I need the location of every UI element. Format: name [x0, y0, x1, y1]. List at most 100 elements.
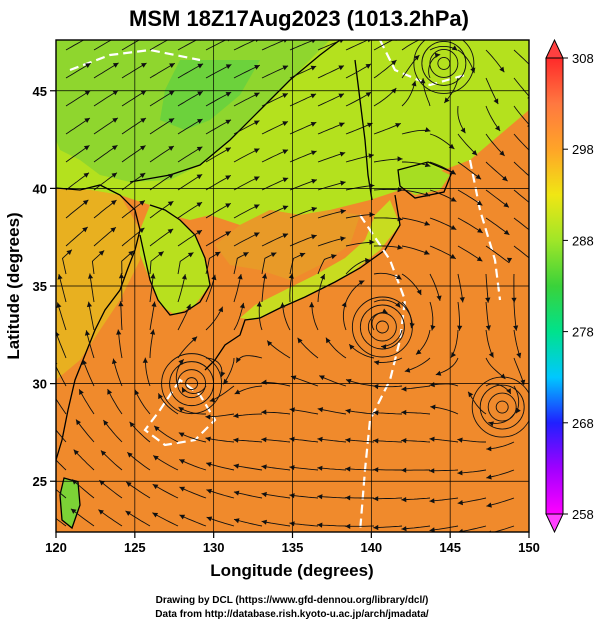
streamline-arrowhead — [471, 150, 478, 156]
streamline — [121, 40, 140, 51]
streamline-arrowhead — [320, 274, 325, 280]
streamline-arrowhead — [225, 92, 232, 97]
streamline-arrowhead — [282, 233, 289, 239]
x-tick-label: 145 — [439, 540, 461, 555]
streamline-arrowhead — [125, 510, 132, 516]
streamline-arrowhead — [317, 494, 323, 500]
streamline-arrowhead — [206, 462, 212, 467]
x-tick-label: 150 — [518, 540, 540, 555]
streamline-arrowhead — [83, 145, 90, 151]
streamline — [513, 189, 529, 203]
streamline-arrowhead — [112, 117, 118, 123]
streamline-arrowhead — [151, 301, 157, 307]
streamline-arrowhead — [82, 227, 88, 233]
streamline-arrowhead — [233, 490, 240, 496]
vortex-ring — [413, 40, 475, 94]
japan-coastline — [204, 194, 401, 371]
streamline-arrowhead — [196, 174, 203, 180]
streamline — [56, 365, 67, 387]
streamline-arrowhead — [197, 63, 204, 69]
streamline — [513, 133, 529, 151]
streamline-arrowhead — [420, 78, 426, 84]
streamline-arrowhead — [310, 93, 317, 99]
streamline — [65, 40, 85, 51]
y-axis-ticks: 25 30 35 40 45 — [33, 84, 56, 489]
streamline-arrowhead — [457, 470, 463, 476]
streamline-arrowhead — [317, 436, 323, 442]
streamline-arrowhead — [309, 302, 315, 308]
streamline-arrowhead — [182, 387, 187, 393]
streamline-arrowhead — [430, 404, 436, 410]
colorbar-tick-label: 288 — [572, 233, 594, 248]
streamline-arrowhead — [511, 297, 517, 303]
streamline-arrowhead — [506, 388, 511, 394]
vortex-ring — [487, 392, 517, 422]
streamline-arrowhead — [82, 199, 89, 206]
streamline-arrowhead — [397, 216, 403, 222]
streamline-arrowhead — [391, 60, 397, 66]
streamline-arrowhead — [225, 203, 231, 209]
streamline-arrowhead — [401, 438, 407, 444]
streamline-arrowhead — [261, 519, 267, 525]
streamline-arrowhead — [411, 80, 417, 87]
streamline-arrowhead — [358, 280, 365, 286]
streamline-arrowhead — [270, 252, 277, 258]
vortex-ring — [471, 376, 529, 438]
streamline-arrowhead — [365, 257, 371, 263]
streamline-arrowhead — [369, 183, 375, 189]
streamline — [401, 40, 421, 51]
streamline — [149, 40, 169, 51]
streamline-arrowhead — [475, 174, 482, 180]
contour-east-b — [468, 159, 502, 301]
streamline-arrowhead — [365, 92, 372, 97]
streamline-arrowhead — [345, 437, 351, 443]
streamline-arrowhead — [139, 173, 146, 178]
streamline-arrowhead — [79, 389, 84, 395]
streamline-arrowhead — [83, 172, 89, 178]
streamline — [513, 105, 529, 126]
streamline — [513, 77, 529, 97]
colorbar-ticks: 258 268 278 288 298 308 — [563, 51, 594, 522]
streamline-arrowhead — [373, 410, 379, 416]
streamline-arrowhead — [86, 301, 92, 308]
streamline-arrowhead — [134, 389, 140, 396]
colorbar-tick-label: 298 — [572, 142, 594, 157]
streamline-arrowhead — [196, 202, 203, 208]
x-tick-label: 140 — [360, 540, 382, 555]
streamline-arrowhead — [233, 463, 239, 469]
korea-coastline — [139, 204, 211, 316]
streamline-arrowhead — [338, 65, 344, 71]
streamline-arrowhead — [112, 62, 119, 68]
streamline — [513, 245, 529, 259]
streamline-arrowhead — [72, 479, 78, 485]
streamline-arrowhead — [253, 232, 260, 238]
streamline-arrowhead — [401, 497, 407, 503]
streamline-arrowhead — [451, 45, 458, 51]
taiwan — [60, 478, 80, 528]
streamline-arrowhead — [397, 244, 403, 250]
streamline-arrowhead — [282, 65, 289, 71]
streamline-arrowhead — [429, 527, 435, 532]
streamline-arrowhead — [429, 498, 435, 504]
streamline-arrowhead — [233, 437, 239, 443]
streamline-arrowhead — [338, 122, 345, 128]
streamline-arrowhead — [396, 274, 402, 280]
streamline-arrowhead — [450, 352, 456, 358]
streamline-arrowhead — [196, 230, 202, 235]
streamline-arrowhead — [237, 274, 243, 280]
streamline-arrowhead — [282, 93, 288, 98]
streamline-arrowhead — [424, 162, 431, 168]
streamline-arrowhead — [168, 90, 175, 96]
streamline-arrowhead — [395, 302, 401, 308]
streamline-arrowhead — [152, 484, 159, 490]
streamline-arrowhead — [416, 349, 422, 355]
streamline-arrowhead — [317, 465, 323, 471]
streamline-arrowhead — [515, 407, 521, 414]
mainland-coastline-north — [129, 40, 341, 183]
streamline — [56, 517, 67, 527]
streamline-arrowhead — [167, 201, 174, 207]
streamline-arrowhead — [107, 389, 113, 395]
streamline-arrowhead — [181, 274, 187, 280]
streamline-arrowhead — [289, 436, 295, 442]
streamline-arrowhead — [140, 90, 147, 96]
